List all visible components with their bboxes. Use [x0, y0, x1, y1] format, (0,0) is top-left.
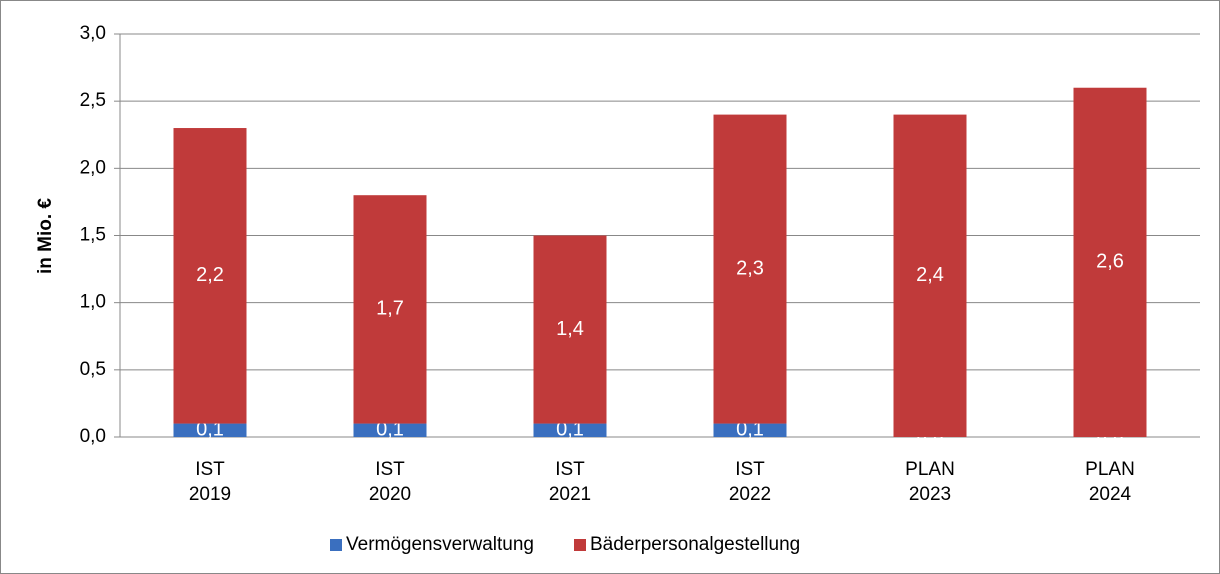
y-tick-label: 3,0	[80, 23, 106, 44]
x-tick-label: IST	[735, 459, 765, 480]
bar-segment	[173, 423, 247, 437]
bar-segment	[713, 114, 787, 424]
value-label: 0,1	[376, 419, 404, 441]
y-tick-label: 0,0	[80, 426, 106, 447]
x-tick-label: IST	[555, 459, 585, 480]
legend-label: Bäderpersonalgestellung	[590, 534, 800, 555]
y-tick-label: 2,0	[80, 157, 106, 178]
y-tick-label: 1,0	[80, 292, 106, 313]
value-label: 0,1	[556, 419, 584, 441]
value-label: 2,4	[916, 264, 944, 286]
value-label: 1,7	[376, 298, 404, 320]
bar-segment	[353, 423, 427, 437]
value-label: 2,3	[736, 257, 764, 279]
legend-swatch	[330, 539, 342, 551]
bar-segment	[353, 195, 427, 424]
x-tick-label: PLAN	[1085, 459, 1135, 480]
legend-swatch	[574, 539, 586, 551]
y-tick-label: 1,5	[80, 225, 106, 246]
bar-segment	[713, 423, 787, 437]
y-tick-label: 0,5	[80, 359, 106, 380]
value-label: 1,4	[556, 318, 584, 340]
x-tick-label: IST	[375, 459, 405, 480]
value-label: 2,2	[196, 264, 224, 286]
x-tick-label: 2024	[1089, 484, 1132, 505]
x-tick-label: PLAN	[905, 459, 955, 480]
y-axis-label: in Mio. €	[35, 198, 56, 274]
value-label: 0,1	[196, 419, 224, 441]
bar-segment	[533, 423, 607, 437]
x-tick-label: 2021	[549, 484, 591, 505]
value-label: 2,6	[1096, 251, 1124, 273]
x-tick-label: 2023	[909, 484, 951, 505]
bar-segment	[173, 128, 247, 424]
x-tick-label: 2019	[189, 484, 231, 505]
x-tick-label: 2020	[369, 484, 411, 505]
value-label: 0,1	[736, 419, 764, 441]
bar-segment	[1073, 87, 1147, 437]
legend-label: Vermögensverwaltung	[346, 534, 534, 555]
y-tick-label: 2,5	[80, 90, 106, 111]
x-tick-label: 2022	[729, 484, 771, 505]
x-tick-label: IST	[195, 459, 225, 480]
bar-segment	[893, 114, 967, 437]
bar-segment	[533, 235, 607, 424]
